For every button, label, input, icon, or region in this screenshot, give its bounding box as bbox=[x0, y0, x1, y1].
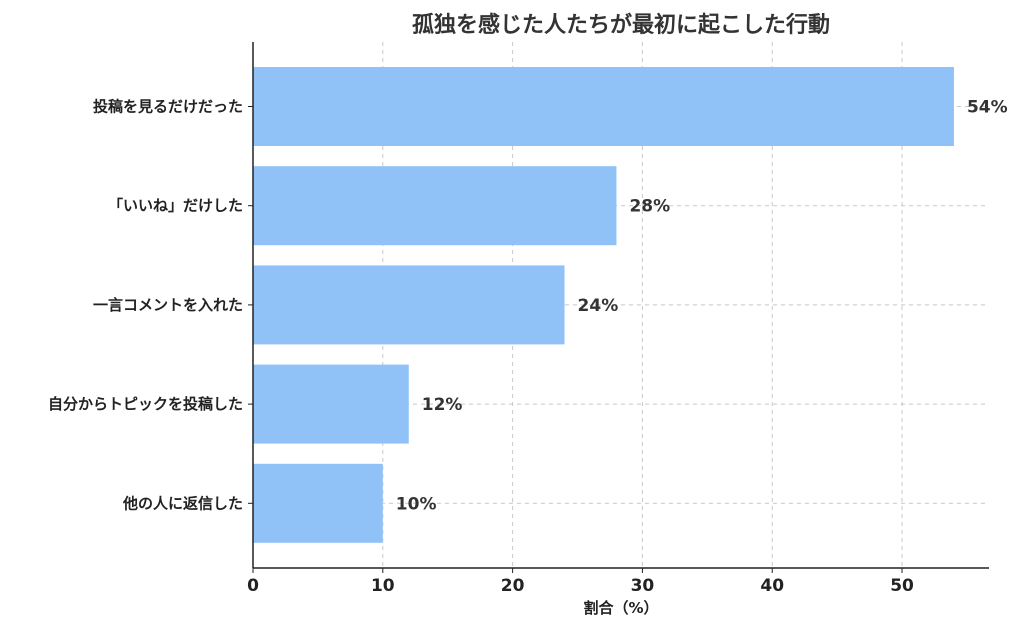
bar bbox=[253, 463, 383, 543]
category-label: 投稿を見るだけだった bbox=[93, 98, 243, 116]
x-axis-ticks: 0 10 20 30 40 50 bbox=[247, 106, 914, 596]
bar-value-label: 24% bbox=[578, 296, 619, 316]
x-tick-label: 20 bbox=[501, 576, 525, 596]
x-tick-label: 40 bbox=[760, 576, 784, 596]
category-label: 一言コメントを入れた bbox=[93, 296, 243, 314]
x-axis-label: 割合（%） bbox=[583, 599, 658, 617]
bar-value-label: 54% bbox=[967, 98, 1008, 118]
x-tick-label: 10 bbox=[371, 576, 395, 596]
bar-value-label: 12% bbox=[422, 395, 463, 415]
category-label: 他の人に返信した bbox=[122, 494, 243, 512]
bar-value-label: 10% bbox=[396, 494, 437, 514]
x-tick-label: 0 bbox=[247, 576, 259, 596]
bar bbox=[253, 265, 565, 345]
x-tick-label: 30 bbox=[631, 576, 655, 596]
bar-value-label: 28% bbox=[629, 197, 670, 217]
x-tick-label: 50 bbox=[890, 576, 914, 596]
bar bbox=[253, 166, 617, 246]
chart-title: 孤独を感じた人たちが最初に起こした行動 bbox=[412, 12, 830, 38]
category-labels: 投稿を見るだけだった「いいね」だけした一言コメントを入れた自分からトピックを投稿… bbox=[48, 98, 243, 513]
category-label: 「いいね」だけした bbox=[108, 197, 243, 215]
bar bbox=[253, 364, 409, 444]
category-label: 自分からトピックを投稿した bbox=[48, 395, 243, 413]
bars: 54% 28% 24% 12% 10% bbox=[253, 67, 1008, 543]
bar bbox=[253, 67, 954, 146]
